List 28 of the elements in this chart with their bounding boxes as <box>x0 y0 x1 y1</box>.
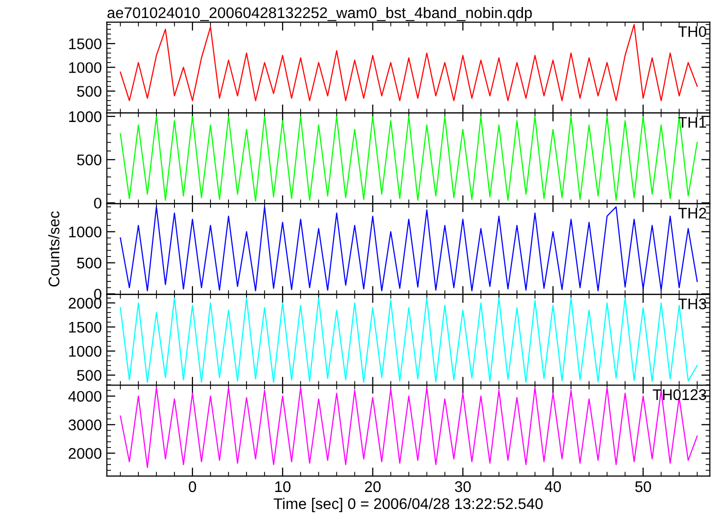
x-tick-label: 10 <box>275 481 290 492</box>
y-tick-label: 2000 <box>68 448 102 459</box>
y-axis-title: Counts/sec <box>48 211 60 287</box>
y-tick-label: 500 <box>77 258 102 268</box>
series-label: TH3 <box>678 298 706 310</box>
series-label: TH2 <box>678 208 706 218</box>
y-tick-label: 0 <box>94 198 102 209</box>
x-tick-label: 30 <box>454 481 471 492</box>
y-tick-label: 500 <box>77 370 102 381</box>
y-tick-label: 2000 <box>68 298 102 309</box>
y-tick-label: 1000 <box>69 62 102 74</box>
y-tick-label: 500 <box>77 154 102 166</box>
y-tick-label: 3000 <box>68 420 102 430</box>
y-tick-label: 1500 <box>69 322 102 333</box>
y-tick-label: 1000 <box>69 346 102 357</box>
y-tick-label: 500 <box>77 86 102 97</box>
x-tick-label: 40 <box>544 481 561 492</box>
x-tick-label: 0 <box>188 481 196 492</box>
y-tick-label: 1000 <box>69 226 102 238</box>
y-tick-label: 0 <box>94 288 102 300</box>
x-axis-title: Time [sec] 0 = 2006/04/28 13:22:52.540 <box>274 498 543 512</box>
y-tick-label: 1500 <box>69 38 102 50</box>
series-label: TH0 <box>678 26 706 38</box>
y-tick-label: 1000 <box>69 111 102 122</box>
chart-title: ae701024010_20060428132252_wam0_bst_4band_nobin.qdp <box>107 6 532 22</box>
y-tick-label: 4000 <box>68 390 102 402</box>
x-tick-label: 20 <box>365 481 381 492</box>
x-tick-label: 50 <box>635 481 652 492</box>
